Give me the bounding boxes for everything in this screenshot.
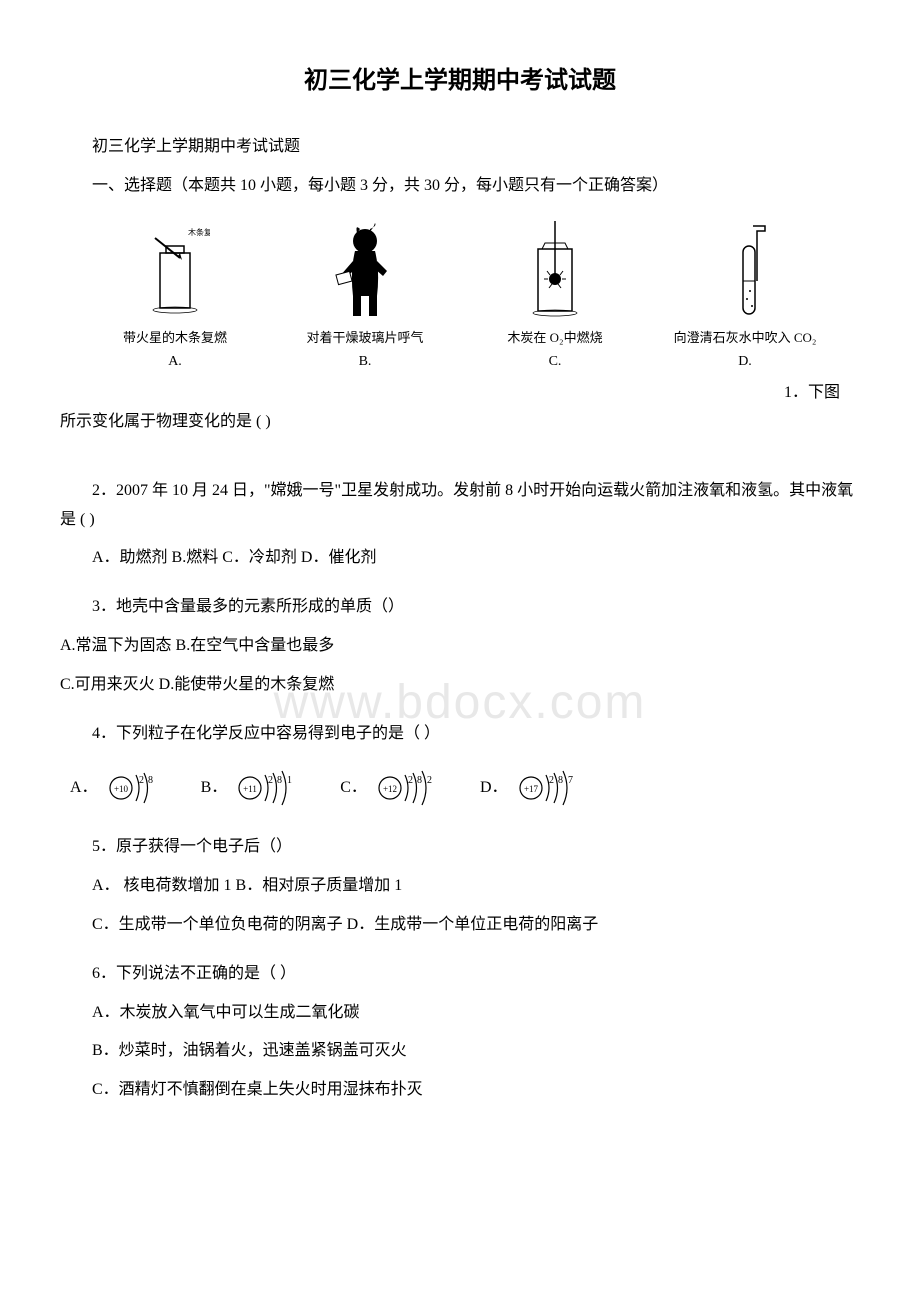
- atom-c-icon: +12 2 8 2: [375, 763, 450, 813]
- question-5-line1: A． 核电荷数增加 1 B．相对原子质量增加 1: [60, 872, 860, 901]
- svg-text:+17: +17: [523, 784, 538, 794]
- question-3-options-cd: C.可用来灭火 D.能使带火星的木条复燃: [60, 671, 860, 700]
- figure-c: 木炭在 O₂中燃烧 C.: [471, 221, 638, 374]
- atom-a-icon: +10 2 8: [106, 763, 171, 813]
- figures-row: 木条复燃 带火星的木条复燃 A.: [60, 221, 860, 374]
- figure-d-image: [715, 221, 775, 321]
- figure-b-caption: 对着干燥玻璃片呼气: [306, 329, 423, 347]
- figure-d: 向澄清石灰水中吹入 CO₂ D.: [661, 221, 828, 374]
- atom-d-label: D．: [480, 774, 508, 803]
- figure-b-image: [325, 221, 405, 321]
- page-title: 初三化学上学期期中考试试题: [60, 60, 860, 103]
- atom-option-a: A． +10 2 8: [70, 763, 171, 813]
- svg-text:7: 7: [568, 775, 573, 786]
- svg-text:+11: +11: [243, 784, 257, 794]
- atom-option-c: C． +12 2 8 2: [340, 763, 450, 813]
- question-3: 3．地壳中含量最多的元素所形成的单质（）: [60, 593, 860, 622]
- question-4: 4．下列粒子在化学反应中容易得到电子的是（ ）: [60, 720, 860, 749]
- section-intro: 一、选择题（本题共 10 小题，每小题 3 分，共 30 分，每小题只有一个正确…: [60, 172, 860, 201]
- question-6-opt-a: A．木炭放入氧气中可以生成二氧化碳: [60, 999, 860, 1028]
- atom-c-label: C．: [340, 774, 367, 803]
- subtitle: 初三化学上学期期中考试试题: [60, 133, 860, 162]
- question-2-options: A．助燃剂 B.燃料 C．冷却剂 D．催化剂: [60, 544, 860, 573]
- atom-diagrams-row: A． +10 2 8 B． +11 2 8 1: [60, 763, 860, 813]
- figure-a: 木条复燃 带火星的木条复燃 A.: [91, 221, 258, 374]
- atom-a-label: A．: [70, 774, 98, 803]
- question-6-opt-c: C．酒精灯不慎翻倒在桌上失火时用湿抹布扑灭: [60, 1076, 860, 1105]
- question-6-opt-b: B．炒菜时，油锅着火，迅速盖紧锅盖可灭火: [60, 1037, 860, 1066]
- atom-option-d: D． +17 2 8 7: [480, 763, 591, 813]
- svg-text:8: 8: [277, 775, 282, 786]
- question-1-rest: 所示变化属于物理变化的是 ( ): [60, 408, 860, 437]
- figure-c-label: C.: [549, 349, 562, 374]
- atom-b-icon: +11 2 8 1: [235, 763, 310, 813]
- question-5: 5．原子获得一个电子后（）: [60, 833, 860, 862]
- atom-option-b: B． +11 2 8 1: [201, 763, 311, 813]
- question-6: 6．下列说法不正确的是（ ）: [60, 960, 860, 989]
- figure-b-label: B.: [359, 349, 372, 374]
- figure-a-caption: 带火星的木条复燃: [123, 329, 227, 347]
- figure-a-label: A.: [168, 349, 182, 374]
- atom-d-icon: +17 2 8 7: [516, 763, 591, 813]
- figure-a-image: 木条复燃: [140, 221, 210, 321]
- svg-text:2: 2: [408, 775, 413, 786]
- svg-text:2: 2: [139, 775, 144, 786]
- question-1-wrapper: 1．下图 所示变化属于物理变化的是 ( ): [60, 379, 860, 437]
- svg-text:木条复燃: 木条复燃: [188, 227, 210, 237]
- figure-d-label: D.: [738, 349, 752, 374]
- question-3-options-ab: A.常温下为固态 B.在空气中含量也最多: [60, 632, 860, 661]
- figure-c-image: [520, 221, 590, 321]
- question-1-prefix: 1．下图: [784, 384, 840, 401]
- atom-b-label: B．: [201, 774, 228, 803]
- svg-text:8: 8: [558, 775, 563, 786]
- svg-text:1: 1: [287, 775, 292, 786]
- svg-text:8: 8: [417, 775, 422, 786]
- figure-b: 对着干燥玻璃片呼气 B.: [281, 221, 448, 374]
- figure-d-caption: 向澄清石灰水中吹入 CO₂: [674, 329, 817, 347]
- svg-text:2: 2: [427, 775, 432, 786]
- question-5-line2: C．生成带一个单位负电荷的阴离子 D．生成带一个单位正电荷的阳离子: [60, 911, 860, 940]
- svg-text:2: 2: [549, 775, 554, 786]
- figure-c-caption: 木炭在 O₂中燃烧: [507, 329, 602, 347]
- question-2: 2．2007 年 10 月 24 日，"嫦娥一号"卫星发射成功。发射前 8 小时…: [60, 477, 860, 535]
- svg-text:+10: +10: [114, 784, 129, 794]
- svg-text:8: 8: [148, 775, 153, 786]
- svg-text:2: 2: [268, 775, 273, 786]
- svg-text:+12: +12: [383, 784, 397, 794]
